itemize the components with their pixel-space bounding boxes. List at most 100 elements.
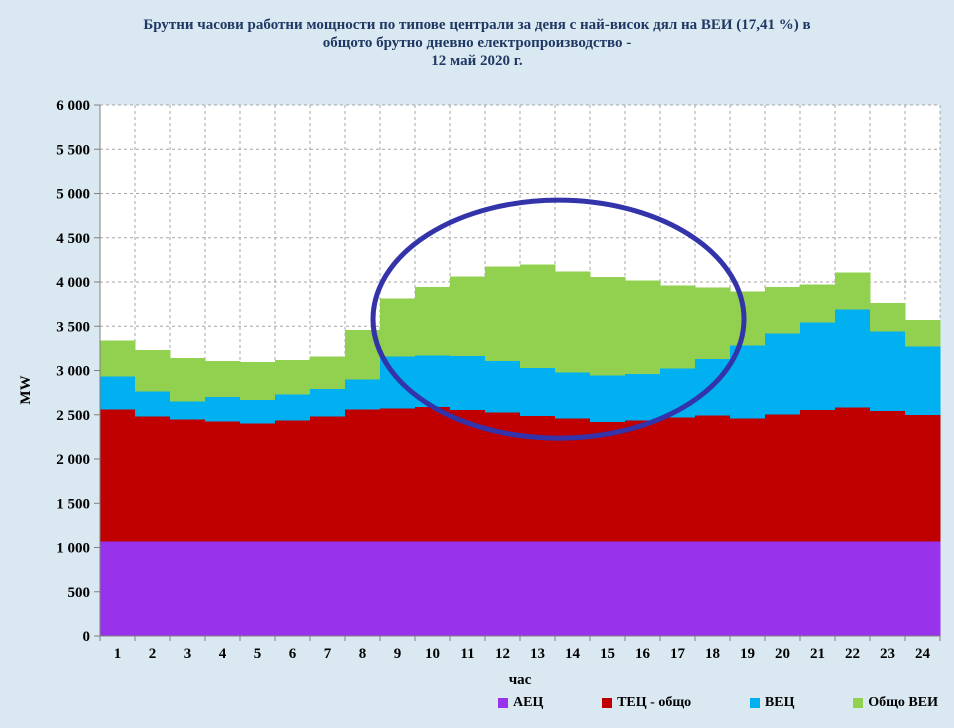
stack-segment-АЕЦ (135, 541, 171, 636)
stack-segment-ВЕЦ (240, 400, 276, 424)
stack-segment-ТЕЦ - общо (170, 419, 206, 542)
y-tick-label: 6 000 (56, 98, 90, 114)
stack-segment-АЕЦ (170, 541, 206, 636)
stack-segment-АЕЦ (450, 541, 486, 636)
y-tick-label: 1 000 (56, 541, 90, 557)
stack-segment-АЕЦ (485, 541, 521, 636)
legend-swatch (602, 698, 613, 708)
stack-segment-ТЕЦ - общо (870, 411, 906, 542)
x-tick-label: 4 (219, 646, 227, 662)
stack-segment-ВЕЦ (800, 322, 836, 410)
y-tick-label: 4 500 (56, 231, 90, 247)
legend-label: ТЕЦ - общо (617, 695, 692, 710)
y-tick-label: 2 500 (56, 408, 90, 424)
stack-segment-Общо ВЕИ (660, 285, 696, 369)
stack-segment-Общо ВЕИ (800, 284, 836, 323)
stack-segment-АЕЦ (345, 541, 381, 636)
x-tick-label: 19 (740, 646, 755, 662)
x-tick-label: 24 (915, 646, 931, 662)
x-axis-title: час (509, 672, 532, 688)
stack-segment-ТЕЦ - общо (730, 418, 766, 542)
y-tick-label: 1 500 (56, 496, 90, 512)
x-tick-label: 11 (460, 646, 474, 662)
legend-item-Общо ВЕИ: Общо ВЕИ (853, 695, 938, 711)
stack-segment-Общо ВЕИ (520, 264, 556, 368)
stack-segment-ВЕЦ (835, 309, 871, 408)
stack-segment-АЕЦ (905, 541, 941, 636)
x-tick-label: 21 (810, 646, 825, 662)
stack-segment-АЕЦ (835, 541, 871, 636)
chart-title-line-1: Брутни часови работни мощности по типове… (143, 17, 811, 33)
stack-segment-ВЕЦ (765, 333, 801, 415)
chart-title: Брутни часови работни мощности по типове… (0, 16, 954, 70)
stack-segment-Общо ВЕИ (275, 359, 311, 395)
stack-segment-Общо ВЕИ (240, 362, 276, 401)
x-tick-label: 18 (705, 646, 720, 662)
highlight-ellipse (370, 197, 747, 441)
stack-segment-ТЕЦ - общо (275, 420, 311, 542)
stack-segment-ВЕЦ (100, 376, 136, 410)
x-tick-label: 17 (670, 646, 686, 662)
x-tick-label: 14 (565, 646, 581, 662)
x-tick-label: 8 (359, 646, 367, 662)
stack-segment-ТЕЦ - общо (590, 421, 626, 542)
chart-title-line-3: 12 май 2020 г. (431, 53, 523, 69)
stack-segment-Общо ВЕИ (415, 286, 451, 356)
y-tick-label: 3 500 (56, 319, 90, 335)
x-tick-label: 16 (635, 646, 651, 662)
stack-segment-АЕЦ (555, 541, 591, 636)
stack-segment-ТЕЦ - общо (100, 409, 136, 542)
x-tick-label: 13 (530, 646, 545, 662)
stack-segment-ВЕЦ (625, 374, 661, 421)
chart-title-line-2: общото брутно дневно електропроизводство… (322, 35, 632, 51)
y-tick-label: 500 (68, 585, 91, 601)
chart-legend: АЕЦ ТЕЦ - общо ВЕЦ Общо ВЕИ (498, 695, 938, 711)
y-tick-label: 4 000 (56, 275, 90, 291)
stack-segment-АЕЦ (765, 541, 801, 636)
stack-segment-ТЕЦ - общо (310, 416, 346, 542)
stack-segment-ТЕЦ - общо (450, 409, 486, 542)
stack-segment-ТЕЦ - общо (765, 414, 801, 542)
legend-label: ВЕЦ (764, 695, 795, 710)
stack-segment-ВЕЦ (905, 346, 941, 415)
legend-swatch (749, 698, 760, 708)
stack-segment-ВЕЦ (170, 401, 206, 420)
stack-segment-ВЕЦ (485, 361, 521, 413)
stack-segment-ВЕЦ (590, 375, 626, 422)
legend-item-ТЕЦ - общо: ТЕЦ - общо (602, 695, 691, 711)
stack-segment-ТЕЦ - общо (345, 409, 381, 542)
stack-segment-Общо ВЕИ (590, 277, 626, 376)
stack-segment-АЕЦ (590, 541, 626, 636)
x-tick-label: 9 (394, 646, 402, 662)
stack-segment-АЕЦ (100, 541, 136, 636)
y-tick-label: 0 (83, 629, 91, 645)
x-tick-label: 12 (495, 646, 510, 662)
stack-segment-Общо ВЕИ (485, 266, 521, 362)
stack-segment-Общо ВЕИ (695, 287, 731, 359)
stack-segment-Общо ВЕИ (135, 350, 171, 392)
stack-segment-ВЕЦ (310, 389, 346, 417)
stack-segment-ТЕЦ - общо (660, 417, 696, 542)
stack-segment-ТЕЦ - общо (415, 406, 451, 542)
stack-segment-ВЕЦ (520, 367, 556, 417)
y-tick-label: 3 000 (56, 364, 90, 380)
stack-segment-ТЕЦ - общо (240, 423, 276, 542)
x-tick-label: 10 (425, 646, 440, 662)
stack-segment-АЕЦ (625, 541, 661, 636)
stack-segment-ВЕЦ (555, 372, 591, 419)
legend-item-АЕЦ: АЕЦ (498, 695, 543, 711)
stack-segment-АЕЦ (240, 541, 276, 636)
y-tick-label: 5 000 (56, 187, 90, 203)
y-axis-title: MW (18, 375, 34, 404)
stack-segment-ВЕЦ (275, 394, 311, 421)
x-tick-label: 2 (149, 646, 157, 662)
y-tick-label: 2 000 (56, 452, 90, 468)
stack-segment-ВЕЦ (135, 391, 171, 417)
y-tick-label: 5 500 (56, 142, 90, 158)
stack-segment-ТЕЦ - общо (835, 407, 871, 542)
stack-segment-Общо ВЕИ (625, 280, 661, 375)
x-tick-label: 6 (289, 646, 297, 662)
stack-segment-АЕЦ (800, 541, 836, 636)
stack-segment-АЕЦ (310, 541, 346, 636)
